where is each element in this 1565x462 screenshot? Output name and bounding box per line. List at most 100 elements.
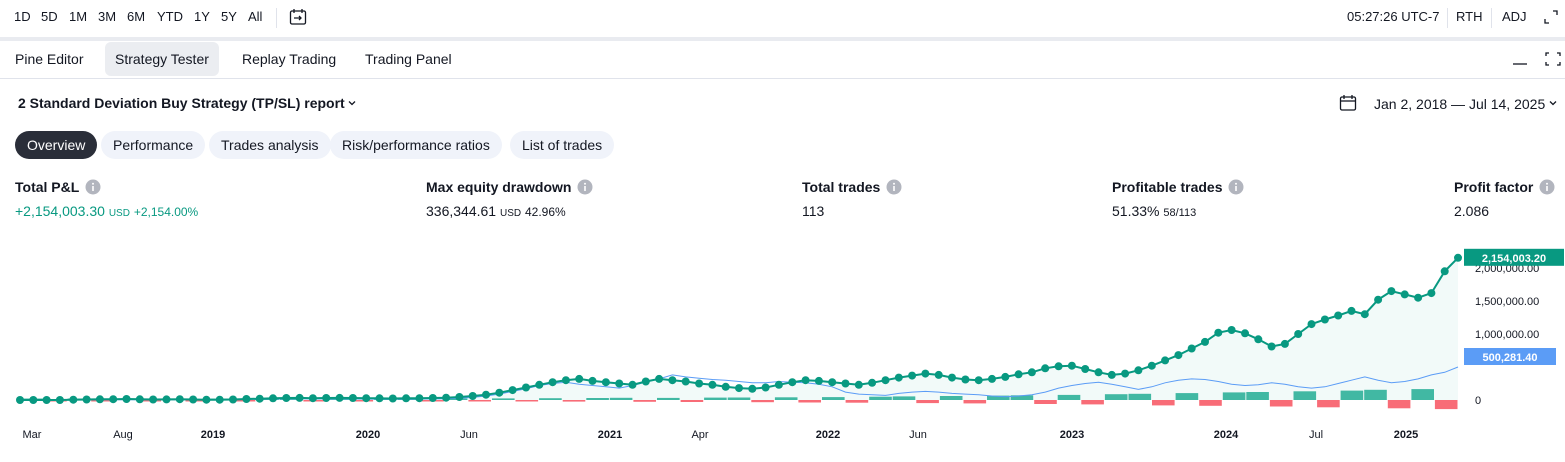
range-all[interactable]: All xyxy=(248,9,263,24)
equity-point xyxy=(69,395,78,404)
date-range[interactable]: Jan 2, 2018 — Jul 14, 2025 xyxy=(1374,96,1546,112)
equity-chart[interactable]: 2,000,000.00 1,500,000.00 1,000,000.00 0 2,1… xyxy=(0,240,1565,462)
range-1y[interactable]: 1Y xyxy=(194,9,210,24)
profit-bar xyxy=(892,396,916,400)
tab-replay-trading[interactable]: Replay Trading xyxy=(242,51,337,67)
equity-point xyxy=(442,393,451,402)
equity-value-label: 2,154,003.20 xyxy=(1482,253,1546,265)
equity-point xyxy=(1121,369,1130,378)
equity-point xyxy=(1440,267,1449,276)
profit-bar xyxy=(1057,394,1081,400)
chevron-down-icon[interactable] xyxy=(1547,97,1559,109)
equity-point xyxy=(482,390,490,399)
profit-bar xyxy=(586,398,609,400)
x-tick-label: Mar xyxy=(23,429,42,441)
session-toggle[interactable]: RTH xyxy=(1456,9,1483,24)
equity-point xyxy=(1001,372,1010,381)
equity-point xyxy=(628,380,637,389)
report-title[interactable]: 2 Standard Deviation Buy Strategy (TP/SL… xyxy=(18,95,345,111)
maximize-icon[interactable] xyxy=(1543,49,1563,69)
metric-max-drawdown: Max equity drawdown 336,344.61 USD 42.96… xyxy=(426,178,593,219)
x-tick-label: Jun xyxy=(460,429,478,441)
tab-pine-editor[interactable]: Pine Editor xyxy=(15,51,84,67)
loss-bar xyxy=(680,400,704,402)
equity-point xyxy=(774,380,783,389)
tab-overview[interactable]: Overview xyxy=(15,131,98,159)
adjust-toggle[interactable]: ADJ xyxy=(1502,9,1527,24)
loss-bar xyxy=(633,400,656,402)
equity-point xyxy=(95,395,104,404)
calendar-icon[interactable] xyxy=(1338,93,1358,113)
info-icon[interactable] xyxy=(886,179,902,195)
metric-value: +2,154,003.30 USD +2,154.00% xyxy=(15,202,198,223)
equity-point xyxy=(535,380,544,389)
profit-bar xyxy=(1411,389,1434,400)
tab-trading-panel[interactable]: Trading Panel xyxy=(365,51,452,67)
equity-point xyxy=(695,379,704,388)
range-1d[interactable]: 1D xyxy=(14,9,31,24)
tab-risk-ratios[interactable]: Risk/performance ratios xyxy=(330,131,502,159)
equity-point xyxy=(921,369,930,378)
equity-point xyxy=(1094,368,1103,377)
profit-bar xyxy=(1010,395,1034,400)
range-5y[interactable]: 5Y xyxy=(221,9,237,24)
metric-value: 2.086 xyxy=(1454,202,1489,220)
range-3m[interactable]: 3M xyxy=(98,9,117,24)
profit-factor-value: 2.086 xyxy=(1454,203,1490,219)
equity-point xyxy=(175,395,184,404)
range-1m[interactable]: 1M xyxy=(69,9,88,24)
loss-bar xyxy=(1269,400,1293,407)
toolbar-divider xyxy=(1491,8,1492,28)
fullscreen-icon[interactable] xyxy=(1543,9,1559,25)
equity-point xyxy=(1107,370,1116,379)
equity-point xyxy=(681,377,690,386)
equity-point xyxy=(202,395,211,404)
profit-bar xyxy=(492,398,515,400)
loss-bar xyxy=(1387,400,1411,409)
profit-bar xyxy=(727,397,751,400)
equity-point xyxy=(801,376,810,385)
equity-point xyxy=(362,394,371,403)
tab-performance[interactable]: Performance xyxy=(101,131,206,159)
metric-value: 336,344.61 USD 42.96% xyxy=(426,202,566,223)
info-icon[interactable] xyxy=(1228,179,1244,195)
loss-bar xyxy=(1317,400,1340,408)
loss-bar xyxy=(515,400,539,402)
profit-bar xyxy=(1104,394,1128,400)
equity-point xyxy=(561,376,570,385)
profit-bar xyxy=(1293,391,1317,400)
equity-point xyxy=(588,376,597,385)
equity-point xyxy=(548,378,557,387)
minimize-icon[interactable] xyxy=(1510,49,1530,69)
equity-point xyxy=(1041,364,1050,373)
buy-and-hold-value-tag xyxy=(1464,348,1556,365)
range-toolbar: 1D 5D 1M 3M 6M YTD 1Y 5Y All 05:27:26 UT… xyxy=(0,0,1565,36)
info-icon[interactable] xyxy=(577,179,593,195)
equity-point xyxy=(854,380,863,389)
equity-point xyxy=(841,379,850,388)
range-ytd[interactable]: YTD xyxy=(157,9,183,24)
metric-value: 51.33% 58/113 xyxy=(1112,202,1196,222)
go-to-date-icon[interactable] xyxy=(288,7,308,27)
equity-point xyxy=(402,394,411,403)
profit-bar xyxy=(869,396,892,400)
clock-time[interactable]: 05:27:26 UTC-7 xyxy=(1347,9,1440,24)
chevron-down-icon[interactable] xyxy=(346,97,358,109)
metric-label: Max equity drawdown xyxy=(426,179,572,195)
profit-bar xyxy=(1246,392,1269,400)
equity-point xyxy=(16,396,24,404)
tab-list-of-trades[interactable]: List of trades xyxy=(510,131,615,159)
buy-and-hold-value-label: 500,281.40 xyxy=(1482,352,1537,364)
info-icon[interactable] xyxy=(85,179,101,195)
range-5d[interactable]: 5D xyxy=(41,9,58,24)
equity-point xyxy=(415,394,424,403)
tab-trades-analysis[interactable]: Trades analysis xyxy=(209,131,331,159)
range-6m[interactable]: 6M xyxy=(127,9,146,24)
total-pnl-pct: +2,154.00% xyxy=(133,205,199,219)
x-tick-label: 2020 xyxy=(356,429,380,441)
x-tick-label: 2022 xyxy=(816,429,840,441)
toolbar-divider xyxy=(1447,8,1448,28)
tab-strategy-tester[interactable]: Strategy Tester xyxy=(105,42,219,76)
info-icon[interactable] xyxy=(1539,179,1555,195)
equity-point xyxy=(1400,290,1409,299)
